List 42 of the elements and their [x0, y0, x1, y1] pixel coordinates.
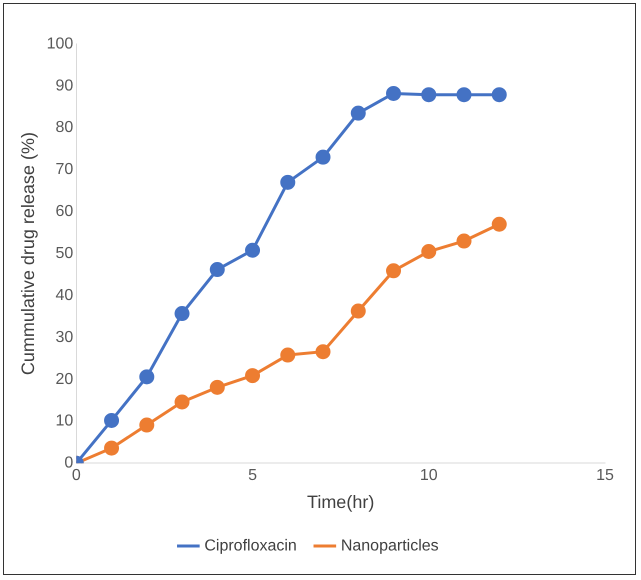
y-tick-label: 100 — [46, 35, 74, 52]
point — [421, 87, 436, 102]
y-tick-label: 30 — [56, 328, 74, 346]
point — [280, 348, 296, 363]
point — [139, 369, 154, 384]
point — [350, 106, 366, 121]
legend-label: Nanoparticles — [340, 537, 439, 554]
point — [350, 304, 366, 319]
y-tick-label: 70 — [56, 161, 74, 178]
point — [210, 380, 225, 395]
y-tick-label: 20 — [56, 370, 74, 388]
point — [210, 262, 225, 278]
x-tick-label: 15 — [596, 467, 614, 484]
point — [492, 87, 507, 102]
point — [245, 368, 260, 384]
point — [492, 216, 507, 232]
y-tick-label: 80 — [56, 119, 74, 136]
x-axis-title: Time(hr) — [306, 492, 374, 512]
x-tick-label: 5 — [248, 467, 258, 484]
legend-label: Ciprofloxacin — [204, 537, 297, 554]
y-tick-label: 10 — [56, 412, 74, 430]
y-tick-label: 50 — [56, 245, 74, 262]
point — [104, 412, 120, 428]
point — [421, 244, 436, 260]
y-tick-label: 90 — [56, 77, 74, 94]
point — [316, 150, 331, 165]
y-tick-label: 40 — [56, 286, 74, 304]
point — [386, 86, 402, 101]
point — [174, 306, 190, 322]
point — [139, 418, 154, 433]
point — [316, 344, 331, 360]
x-tick-label: 10 — [420, 467, 438, 484]
point — [104, 440, 120, 456]
y-tick-label: 0 — [64, 454, 74, 472]
point — [456, 87, 472, 102]
y-axis-title: Cummulative drug release (%) — [18, 132, 38, 376]
point — [280, 174, 296, 190]
point — [386, 263, 402, 278]
point — [174, 394, 190, 410]
y-tick-label: 60 — [56, 203, 74, 220]
point — [245, 242, 260, 258]
point — [456, 234, 472, 249]
